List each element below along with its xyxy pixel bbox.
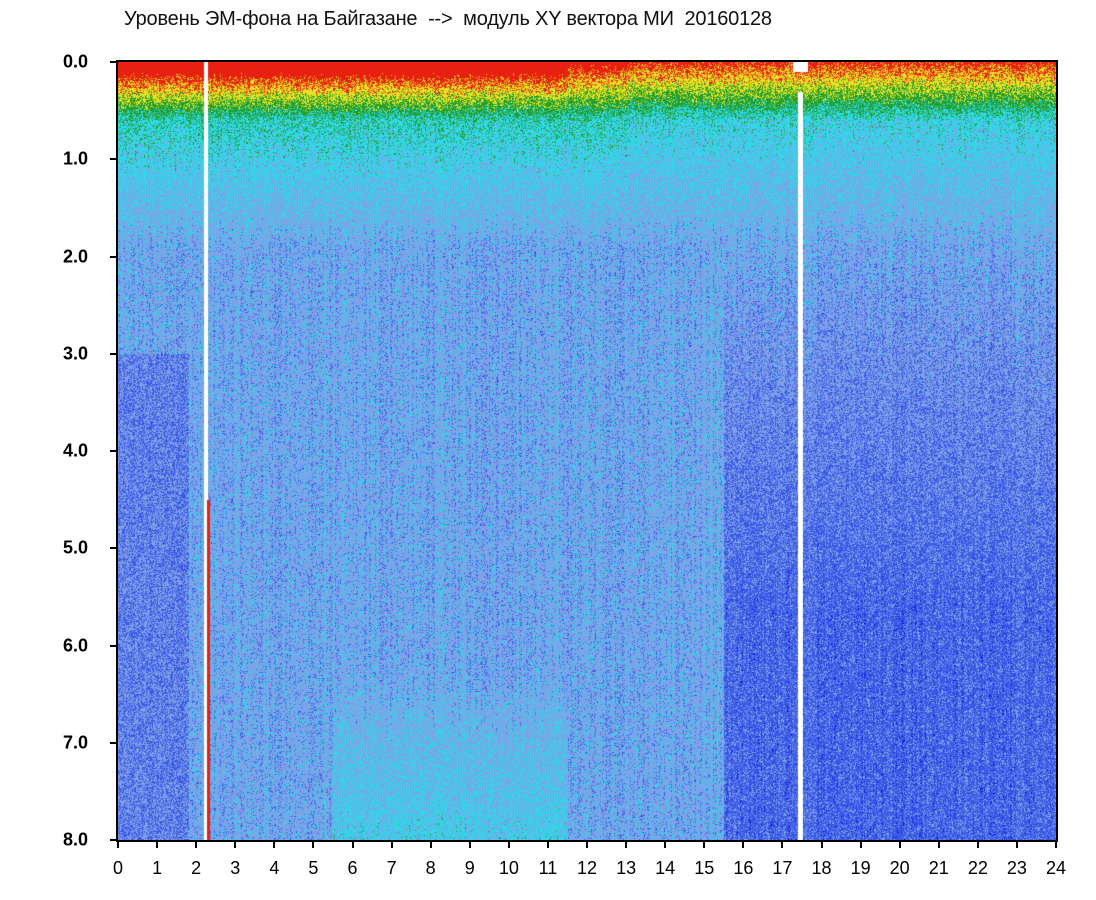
- x-tick-label: 13: [616, 858, 637, 878]
- x-tick-label: 23: [1006, 858, 1027, 878]
- y-tick-label: 7.0: [62, 732, 88, 753]
- x-tick-label: 0: [112, 858, 124, 878]
- y-tick-label: 5.0: [62, 537, 88, 558]
- x-tick: [390, 840, 393, 848]
- x-tick-label: 8: [425, 858, 436, 878]
- x-tick: [546, 840, 549, 848]
- x-tick-label: 1: [152, 858, 163, 878]
- x-tick: [820, 840, 823, 848]
- x-tick-label: 6: [347, 858, 358, 878]
- x-tick: [742, 840, 745, 848]
- x-tick: [312, 840, 315, 848]
- x-tick: [468, 840, 471, 848]
- x-tick: [195, 840, 198, 848]
- heatmap-canvas: [118, 62, 1056, 840]
- x-tick: [976, 840, 979, 848]
- x-tick-label: 14: [655, 858, 676, 878]
- x-tick: [703, 840, 706, 848]
- y-tick: [110, 644, 118, 647]
- x-tick-label: 3: [230, 858, 241, 878]
- x-tick-label: 11: [538, 858, 558, 878]
- y-tick-label: 0.0: [62, 51, 88, 72]
- x-tick: [625, 840, 628, 848]
- chart-title: Уровень ЭМ-фона на Байгазане --> модуль …: [124, 8, 772, 30]
- y-tick: [110, 450, 118, 452]
- x-tick: [1015, 840, 1018, 848]
- x-tick: [273, 840, 276, 848]
- x-tick-label: 15: [694, 858, 715, 878]
- x-tick-label: 10: [498, 858, 519, 878]
- x-tick: [781, 840, 784, 848]
- y-tick: [110, 547, 118, 550]
- x-tick-label: 12: [576, 858, 598, 878]
- y-tick: [110, 352, 118, 355]
- x-tick: [507, 840, 510, 848]
- x-tick-label: 22: [967, 858, 988, 878]
- x-tick-label: 5: [308, 858, 319, 878]
- x-tick: [156, 840, 159, 848]
- x-tick-label: 16: [733, 858, 754, 878]
- y-tick-label: 3.0: [62, 343, 88, 364]
- x-tick: [664, 840, 667, 848]
- x-tick-label: 20: [889, 858, 910, 878]
- y-tick: [110, 839, 118, 841]
- x-tick-label: 2: [191, 858, 202, 878]
- y-tick: [110, 255, 118, 258]
- heatmap-plot-area: [116, 60, 1058, 842]
- y-tick-label: 8.0: [62, 829, 88, 850]
- x-tick-label: 24: [1045, 858, 1067, 878]
- x-tick-label: 21: [928, 858, 949, 878]
- x-tick-label: 18: [811, 858, 832, 878]
- x-tick-label: 19: [850, 858, 871, 878]
- y-tick-label: 6.0: [62, 635, 88, 655]
- y-tick-label: 1.0: [62, 148, 88, 169]
- y-tick: [110, 741, 118, 744]
- y-tick: [110, 158, 118, 161]
- x-tick: [429, 840, 432, 848]
- x-tick: [1055, 840, 1057, 848]
- y-tick-label: 4.0: [62, 440, 88, 461]
- x-tick: [937, 840, 940, 848]
- y-tick-label: 2.0: [62, 246, 88, 266]
- x-tick-label: 4: [269, 858, 280, 878]
- y-tick: [110, 61, 118, 63]
- x-tick: [898, 840, 901, 848]
- x-tick: [117, 840, 119, 848]
- x-tick: [859, 840, 862, 848]
- x-tick: [351, 840, 354, 848]
- x-tick-label: 9: [464, 858, 475, 878]
- x-tick: [234, 840, 237, 848]
- x-tick: [586, 840, 588, 848]
- x-tick-label: 17: [772, 858, 793, 878]
- x-tick-label: 7: [386, 858, 397, 878]
